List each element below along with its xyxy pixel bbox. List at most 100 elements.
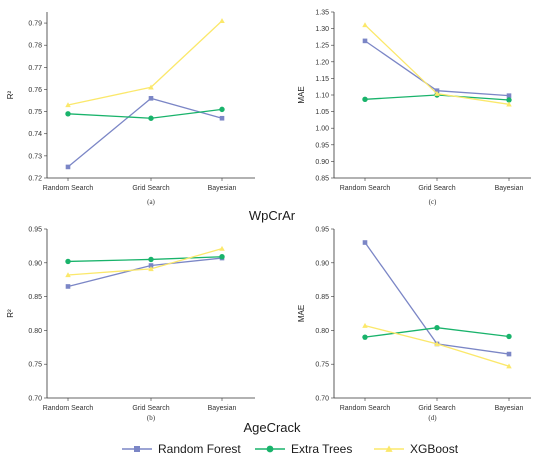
data-point-extra-trees [219, 106, 225, 113]
x-tick-label: Random Search [340, 405, 391, 412]
y-tick-label: 0.70 [28, 396, 42, 403]
x-tick-label: Grid Search [418, 405, 455, 412]
data-point-extra-trees [362, 334, 368, 340]
y-tick-label: 0.70 [315, 396, 329, 403]
group-label-agecrack: AgeCrack [243, 420, 301, 435]
x-tick-label: Bayesian [495, 185, 524, 192]
panel-label: (b) [147, 414, 156, 422]
data-point-xgboost [65, 272, 71, 278]
series-line-extra-trees [67, 108, 223, 119]
y-tick-label: 0.72 [28, 176, 42, 183]
legend-marker-xgboost [385, 445, 393, 452]
y-tick-label: 1.10 [315, 93, 329, 100]
y-axis-label: MAE [297, 305, 306, 322]
y-tick-label: 0.85 [315, 176, 329, 183]
chart-panel-a: 0.72 0.73 0.74 0.75 0.76 0.77 0.78 0.79 Random S… [6, 12, 255, 206]
legend-marker-extra-trees [266, 445, 274, 453]
y-tick-label: 0.76 [28, 87, 42, 94]
x-tick-label: Random Search [43, 185, 94, 192]
data-point-xgboost [434, 90, 440, 96]
y-tick-label: 0.75 [28, 109, 42, 116]
data-point-random-forest [362, 240, 368, 245]
y-tick-label: 0.90 [28, 260, 42, 267]
data-point-extra-trees [434, 324, 440, 331]
data-point-extra-trees [506, 333, 512, 340]
data-point-xgboost [362, 22, 368, 28]
data-point-xgboost [434, 341, 440, 347]
data-point-xgboost [362, 322, 368, 328]
y-tick-label: 0.90 [315, 159, 329, 166]
x-tick-label: Grid Search [132, 185, 169, 192]
data-point-random-forest [219, 115, 225, 121]
y-tick-label: 0.95 [28, 227, 42, 234]
y-axis-label: MAE [297, 86, 306, 103]
chart-panel-c: 0.85 0.90 0.95 1.00 1.05 1.10 1.15 1.20 1.25 1.30… [297, 10, 531, 206]
legend-label-random-forest: Random Forest [158, 442, 241, 456]
series-line-xgboost [67, 20, 223, 106]
data-point-random-forest [434, 88, 440, 93]
data-point-extra-trees [148, 115, 154, 121]
y-tick-label: 0.85 [28, 294, 42, 301]
series-line-random-forest [67, 257, 223, 288]
y-tick-label: 1.25 [315, 43, 329, 50]
y-tick-label: 0.78 [28, 43, 42, 50]
y-tick-label: 1.00 [315, 126, 329, 133]
y-tick-label: 1.30 [315, 26, 329, 33]
y-tick-label: 0.73 [28, 153, 42, 160]
data-point-xgboost [148, 84, 154, 90]
x-tick-label: Bayesian [495, 405, 524, 412]
data-point-random-forest [362, 38, 368, 44]
x-tick-label: Bayesian [208, 405, 237, 412]
x-tick-label: Grid Search [418, 185, 455, 192]
data-point-xgboost [148, 266, 154, 272]
y-tick-label: 0.80 [28, 328, 42, 335]
y-tick-label: 0.95 [315, 227, 329, 234]
data-point-random-forest [65, 284, 71, 289]
series-line-random-forest [364, 242, 510, 355]
y-tick-label: 0.75 [315, 362, 329, 369]
data-point-random-forest [148, 263, 154, 268]
panel-label: (c) [429, 198, 437, 206]
y-tick-label: 0.85 [315, 294, 329, 301]
y-tick-label: 0.90 [315, 260, 329, 267]
data-point-xgboost [506, 363, 512, 369]
y-tick-label: 0.75 [28, 362, 42, 369]
data-point-extra-trees [65, 111, 71, 117]
data-point-extra-trees [65, 258, 71, 265]
y-tick-label: 0.74 [28, 131, 42, 138]
data-point-xgboost [219, 245, 225, 251]
x-tick-label: Bayesian [208, 185, 237, 192]
data-point-random-forest [148, 96, 154, 101]
legend-label-xgboost: XGBoost [410, 442, 459, 456]
chart-panel-d: 0.70 0.75 0.80 0.85 0.90 0.95 Random Search Gri… [297, 227, 531, 422]
data-point-xgboost [506, 101, 512, 107]
legend-label-extra-trees: Extra Trees [291, 442, 352, 456]
y-tick-label: 1.15 [315, 76, 329, 83]
y-tick-label: 1.35 [315, 10, 329, 17]
group-label-wpcrar: WpCrAr [249, 208, 296, 223]
data-point-xgboost [219, 18, 225, 24]
y-axis-label: R² [6, 309, 15, 318]
legend-marker-random-forest [134, 446, 140, 452]
series-line-xgboost [67, 247, 223, 276]
data-point-random-forest [506, 93, 512, 98]
y-tick-label: 0.79 [28, 21, 42, 28]
data-point-extra-trees [219, 254, 225, 260]
y-tick-label: 0.95 [315, 142, 329, 149]
panel-label: (d) [428, 414, 437, 422]
data-point-extra-trees [362, 96, 368, 103]
x-tick-label: Random Search [43, 405, 94, 412]
y-axis-label: R² [6, 90, 15, 99]
y-tick-label: 1.05 [315, 109, 329, 116]
data-point-xgboost [65, 102, 71, 108]
series-line-random-forest [364, 40, 510, 97]
panel-label: (a) [147, 198, 155, 206]
x-tick-label: Random Search [340, 185, 391, 192]
x-tick-label: Grid Search [132, 405, 169, 412]
data-point-extra-trees [148, 256, 154, 263]
legend: Random Forest Extra Trees XGBoost [122, 442, 459, 456]
data-point-random-forest [65, 164, 71, 170]
data-point-random-forest [506, 351, 512, 357]
chart-panel-b: 0.70 0.75 0.80 0.85 0.90 0.95 Random Search Gri… [6, 227, 255, 422]
